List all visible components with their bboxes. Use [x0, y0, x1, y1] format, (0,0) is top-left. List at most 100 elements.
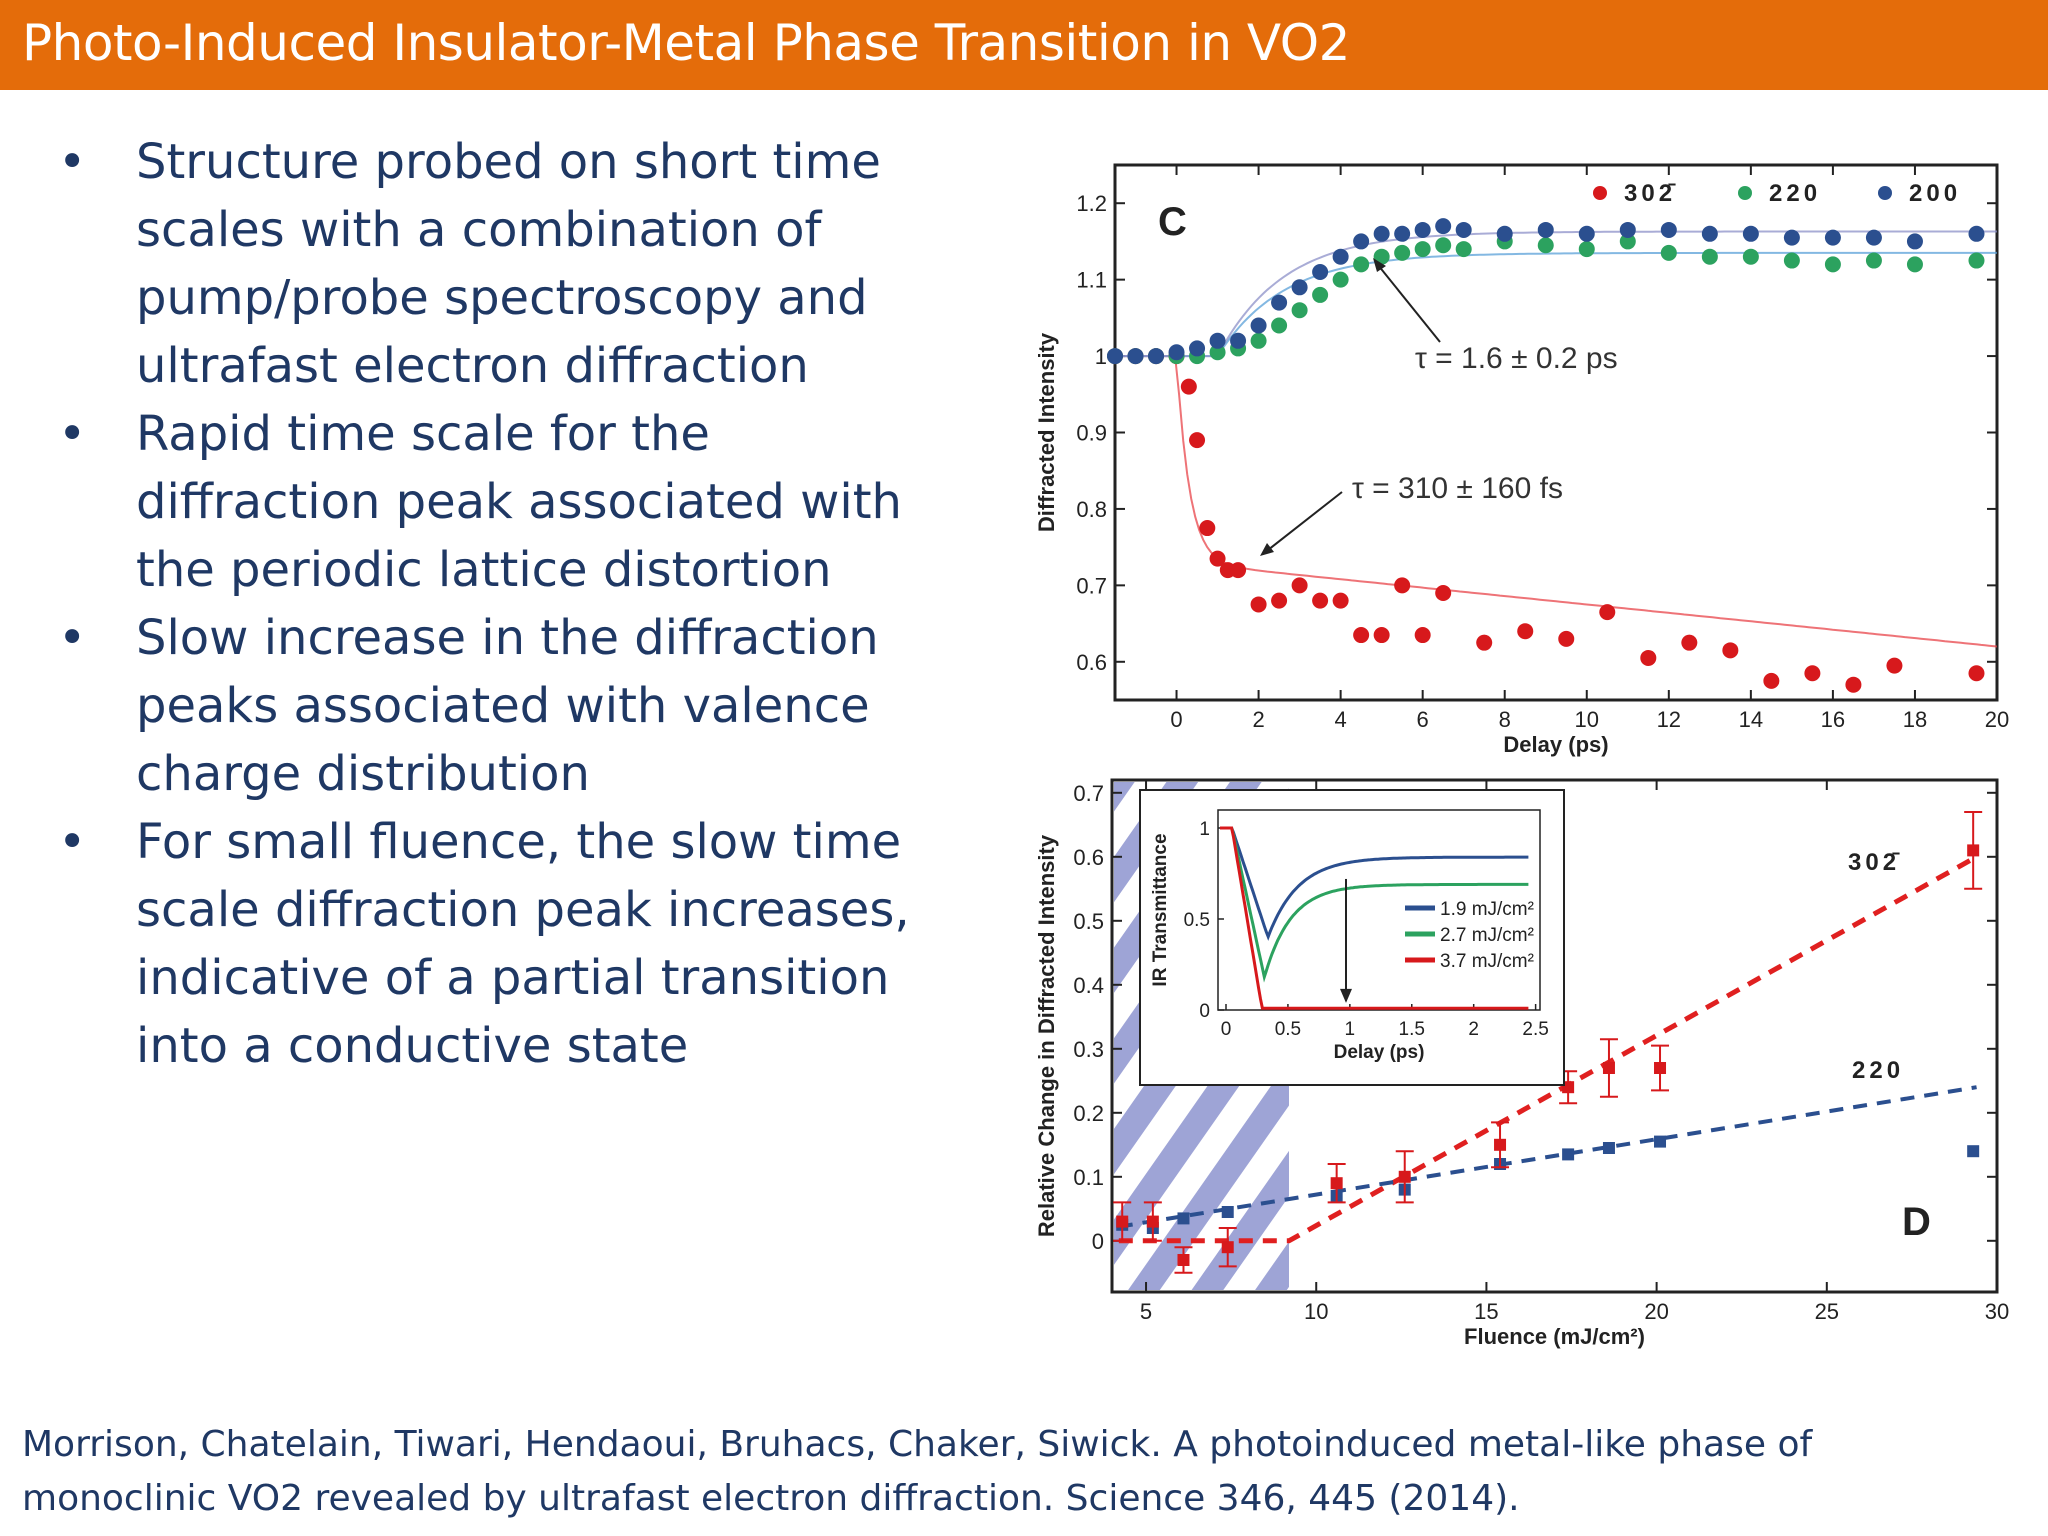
data-point-c [1619, 233, 1636, 250]
bullet-dot: • [58, 814, 87, 870]
data-point-c [1906, 256, 1923, 273]
y-tick-label-d: 0.4 [1073, 973, 1104, 998]
data-point-c [1414, 221, 1431, 238]
data-point-d [1654, 1135, 1667, 1148]
x-tick-label-c: 10 [1575, 707, 1599, 732]
trend-line-302 [1118, 854, 1978, 1244]
y-tick-label-d: 0.5 [1073, 909, 1104, 934]
data-point-c [1332, 271, 1349, 288]
bullet-line: scales with a combination of [136, 202, 822, 258]
bullet-line: pump/probe spectroscopy and [136, 270, 868, 326]
inset-legend-label: 3.7 mJ/cm² [1440, 951, 1534, 972]
legend-marker-c [1738, 186, 1752, 200]
y-tick-label-c: 1.1 [1076, 268, 1107, 293]
bullet-line: the periodic lattice distortion [136, 542, 832, 598]
bullet-line: into a conductive state [136, 1018, 689, 1074]
data-point-c [1742, 248, 1759, 265]
panel-c: 0 2 4 6 8 10 12 14 16 18 20 0.6 0.7 0.8 0.9 1 1.1 1.2 Dela… [1034, 163, 2009, 757]
bullet-dot: • [58, 406, 87, 462]
data-point-c [1271, 592, 1288, 609]
bullet-line: Rapid time scale for the [136, 406, 710, 462]
data-point-c [1968, 252, 1985, 269]
data-point-c [1373, 627, 1390, 644]
bullet-line: charge distribution [136, 746, 590, 802]
data-point-c [1189, 340, 1206, 357]
x-tick-label-c: 12 [1657, 707, 1681, 732]
bullet-line: For small fluence, the slow time [136, 814, 902, 870]
data-point-c [1968, 225, 1985, 242]
data-point-c [1312, 286, 1329, 303]
data-point-c [1599, 604, 1616, 621]
data-point-c [1353, 627, 1370, 644]
bullet-line: Slow increase in the diffraction [136, 610, 879, 666]
data-point-c [1722, 642, 1739, 659]
legend-label-c: 302̄ [1624, 180, 1676, 207]
data-point-c [1373, 225, 1390, 242]
x-tick-label-c: 6 [1417, 707, 1429, 732]
annotation-arrowhead-fast [1260, 543, 1274, 556]
panel-label-d: D [1902, 1200, 1931, 1244]
data-point-c [1230, 332, 1247, 349]
plot-frame-c [1113, 163, 1999, 702]
data-point-c [1783, 229, 1800, 246]
data-point-c [1455, 221, 1472, 238]
bullet-line: peaks associated with valence [136, 678, 870, 734]
data-point-c [1250, 596, 1267, 613]
data-point-c [1435, 237, 1452, 254]
inset-x-tick-label: 2 [1468, 1019, 1479, 1040]
data-point-c [1250, 332, 1267, 349]
inset-y-axis-label: IR Transmittance [1150, 833, 1171, 986]
data-point-c [1558, 630, 1575, 647]
data-point-c [1435, 585, 1452, 601]
annotation-tau-fast: τ = 310 ± 160 fs [1352, 472, 1563, 505]
inset-plot-frame [1217, 809, 1541, 1011]
data-point-c [1291, 302, 1308, 319]
bullet-line: ultrafast electron diffraction [136, 338, 809, 394]
x-tick-label-d: 15 [1474, 1299, 1498, 1324]
citation-line: monoclinic VO2 revealed by ultrafast ele… [22, 1478, 1520, 1519]
data-point-c [1394, 577, 1411, 594]
data-point-c [1640, 649, 1657, 666]
data-point-c [1619, 221, 1636, 238]
data-point-c [1107, 348, 1123, 365]
bullet-list: • Structure probed on short time scales … [58, 128, 938, 1080]
inset-x-tick-label: 1.5 [1399, 1019, 1425, 1040]
data-point-c [1865, 252, 1882, 269]
annotation-arrow-slow [1377, 264, 1441, 343]
bullet-item: • Structure probed on short time scales … [58, 128, 938, 400]
x-tick-label-d: 30 [1985, 1299, 2009, 1324]
data-point-c [1496, 225, 1513, 242]
data-point-c [1271, 317, 1288, 334]
data-point-c [1291, 279, 1308, 296]
fit-curves-c [1115, 230, 1997, 648]
data-point-c [1537, 237, 1554, 254]
data-point-d [1177, 1212, 1190, 1225]
data-point-d [1116, 1215, 1129, 1228]
inset-frame [1139, 789, 1565, 1086]
data-point-c [1517, 623, 1534, 640]
y-tick-label-d: 0.6 [1073, 845, 1104, 870]
data-point-d [1562, 1148, 1575, 1161]
y-tick-label-c: 0.6 [1076, 650, 1107, 675]
inset-y-tick-label: 0.5 [1184, 910, 1210, 931]
data-point-c [1209, 550, 1226, 567]
data-point-c [1660, 244, 1677, 261]
citation-line: Morrison, Chatelain, Tiwari, Hendaoui, B… [22, 1424, 1813, 1465]
inset-y-tick-label: 1 [1199, 819, 1210, 840]
legend-c: 302̄ 220 200 [1593, 180, 1957, 207]
data-point-c [1271, 294, 1288, 311]
y-tick-label-d: 0.1 [1073, 1165, 1104, 1190]
data-point-c [1332, 248, 1349, 265]
bullet-dot: • [58, 134, 87, 190]
data-point-d [1221, 1206, 1234, 1218]
y-tick-label-d: 0.2 [1073, 1101, 1104, 1126]
x-axis-label-d: Fluence (mJ/cm²) [1464, 1324, 1645, 1349]
data-point-d [1494, 1138, 1507, 1151]
data-point-c [1537, 221, 1554, 238]
fit-curve-220 [1115, 251, 1997, 358]
series-c-2 [1107, 218, 1985, 365]
y-axis-label-d: Relative Change in Diffracted Intensity [1034, 834, 1059, 1237]
data-point-c [1312, 264, 1329, 280]
inset-curve-1 [1220, 826, 1529, 941]
